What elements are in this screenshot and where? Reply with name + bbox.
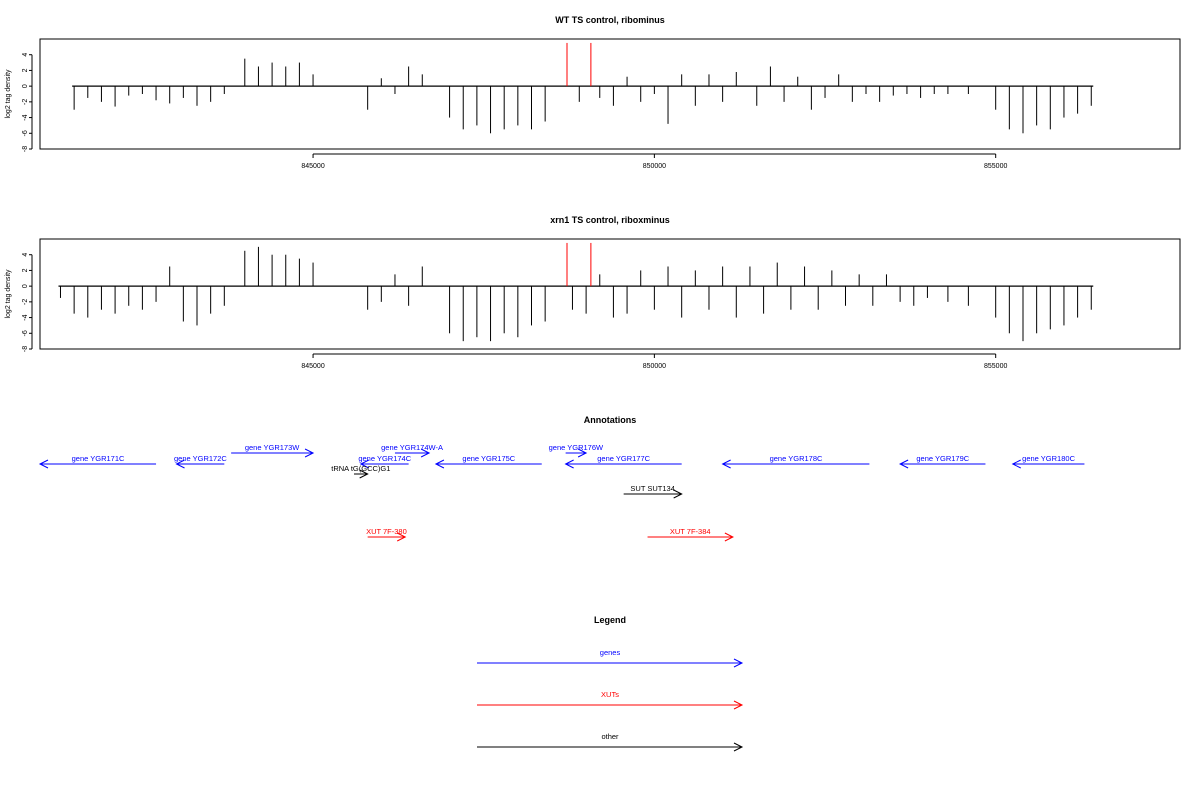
y-tick-label: 0 (22, 84, 29, 88)
arrow-head (721, 459, 731, 469)
feature-label: gene YGR174W-A (381, 443, 443, 452)
annotation-feature: gene YGR174W-A (381, 443, 443, 458)
arrow-head (359, 469, 369, 479)
annotation-feature: tRNA tG(GCC)G1 (331, 464, 390, 479)
annotations-track: Annotations gene YGR171C gene YGR172Cgene… (38, 415, 1085, 542)
panel-title: WT TS control, ribominus (555, 15, 665, 25)
wt-density-panel: WT TS control, ribominus -8 -6 -4 -2 0 2 4 845… (5, 15, 1181, 170)
annotations-title: Annotations (584, 415, 637, 425)
arrow-head (1011, 459, 1021, 469)
feature-label: tRNA tG(GCC)G1 (331, 464, 390, 473)
panel-title: xrn1 TS control, riboxminus (550, 215, 670, 225)
annotation-feature: SUT SUT134 (623, 484, 683, 499)
feature-label: XUT 7F-384 (670, 527, 711, 536)
arrow-head (38, 459, 49, 469)
arrow-head (733, 742, 744, 752)
y-tick-label: -8 (22, 346, 29, 352)
annotation-feature: gene YGR172C (174, 454, 227, 469)
y-tick-label: -4 (22, 114, 29, 120)
plot-frame (39, 238, 1181, 350)
annotation-feature: XUT 7F-384 (647, 527, 734, 542)
y-tick-label: 2 (22, 268, 29, 272)
density-bars (58, 242, 1094, 342)
y-axis: -8 -6 -4 -2 0 2 4 (22, 253, 33, 352)
arrow-head (359, 459, 370, 469)
arrow-head (396, 532, 407, 542)
arrow-head (304, 448, 315, 458)
annotation-feature: gene YGR175C (434, 454, 542, 469)
feature-label: gene YGR179C (916, 454, 969, 463)
arrow-head (733, 658, 744, 668)
x-tick-label: 845000 (301, 363, 324, 370)
feature-label: gene YGR174C (358, 454, 411, 463)
y-tick-label: 2 (22, 68, 29, 72)
arrow-head (434, 459, 445, 469)
arrow-head (724, 532, 734, 542)
arrow-head (564, 459, 574, 469)
legend-entry: XUTs (477, 690, 744, 710)
annotation-feature: gene YGR171C (38, 454, 157, 469)
x-tick-label: 855000 (984, 163, 1007, 170)
arrow-head (577, 448, 588, 458)
x-tick-label: 855000 (984, 363, 1007, 370)
arrow-head (899, 459, 909, 469)
feature-label: gene YGR173W (245, 443, 300, 452)
legend-label: XUTs (601, 690, 619, 699)
x-axis: 845000 850000 855000 (301, 153, 1007, 170)
feature-label: gene YGR175C (462, 454, 515, 463)
annotation-feature: gene YGR174C (358, 454, 412, 469)
x-tick-label: 850000 (643, 163, 666, 170)
legend: Legend genes XUTs other (477, 615, 744, 752)
legend-entries: genes XUTs other (477, 648, 744, 752)
x-axis: 845000 850000 855000 (301, 353, 1007, 370)
legend-entry: other (477, 732, 744, 752)
y-axis-label: log2 tag density (5, 269, 12, 319)
feature-label: SUT SUT134 (630, 484, 674, 493)
y-tick-label: -2 (22, 299, 29, 305)
y-tick-label: -4 (22, 314, 29, 320)
feature-label: gene YGR171C (72, 454, 125, 463)
annotation-feature: gene YGR180C (1011, 454, 1085, 469)
plot-frame (39, 38, 1181, 150)
y-tick-label: -6 (22, 330, 29, 336)
density-bars (72, 42, 1094, 134)
annotation-feature: XUT 7F-380 (366, 527, 407, 542)
y-tick-label: 4 (22, 253, 29, 257)
x-tick-label: 845000 (301, 163, 324, 170)
legend-label: genes (600, 648, 621, 657)
y-axis-label: log2 tag density (5, 69, 12, 119)
feature-label: XUT 7F-380 (366, 527, 407, 536)
y-tick-label: 4 (22, 53, 29, 57)
feature-label: gene YGR172C (174, 454, 227, 463)
y-axis: -8 -6 -4 -2 0 2 4 (22, 53, 33, 152)
arrow-head (175, 459, 185, 469)
x-tick-label: 850000 (643, 363, 666, 370)
annotation-feature: gene YGR178C (721, 454, 870, 469)
annotation-features: gene YGR171C gene YGR172C gene YGR173W gene… (38, 443, 1085, 542)
y-tick-label: -6 (22, 130, 29, 136)
y-tick-label: 0 (22, 284, 29, 288)
feature-label: gene YGR177C (597, 454, 650, 463)
legend-title: Legend (594, 615, 626, 625)
arrow-head (733, 700, 744, 710)
annotation-feature: gene YGR177C (564, 454, 682, 469)
annotation-feature: gene YGR173W (231, 443, 315, 458)
feature-label: gene YGR180C (1022, 454, 1075, 463)
legend-label: other (601, 732, 619, 741)
y-tick-label: -8 (22, 146, 29, 152)
annotation-feature: gene YGR176W (549, 443, 604, 458)
arrow-head (420, 448, 431, 458)
arrow-head (673, 489, 683, 499)
feature-label: gene YGR176W (549, 443, 604, 452)
annotation-feature: gene YGR179C (899, 454, 986, 469)
xrn1-density-panel: xrn1 TS control, riboxminus -8-6-4-2024 … (5, 215, 1181, 370)
y-tick-label: -2 (22, 99, 29, 105)
legend-entry: genes (477, 648, 744, 668)
feature-label: gene YGR178C (770, 454, 823, 463)
